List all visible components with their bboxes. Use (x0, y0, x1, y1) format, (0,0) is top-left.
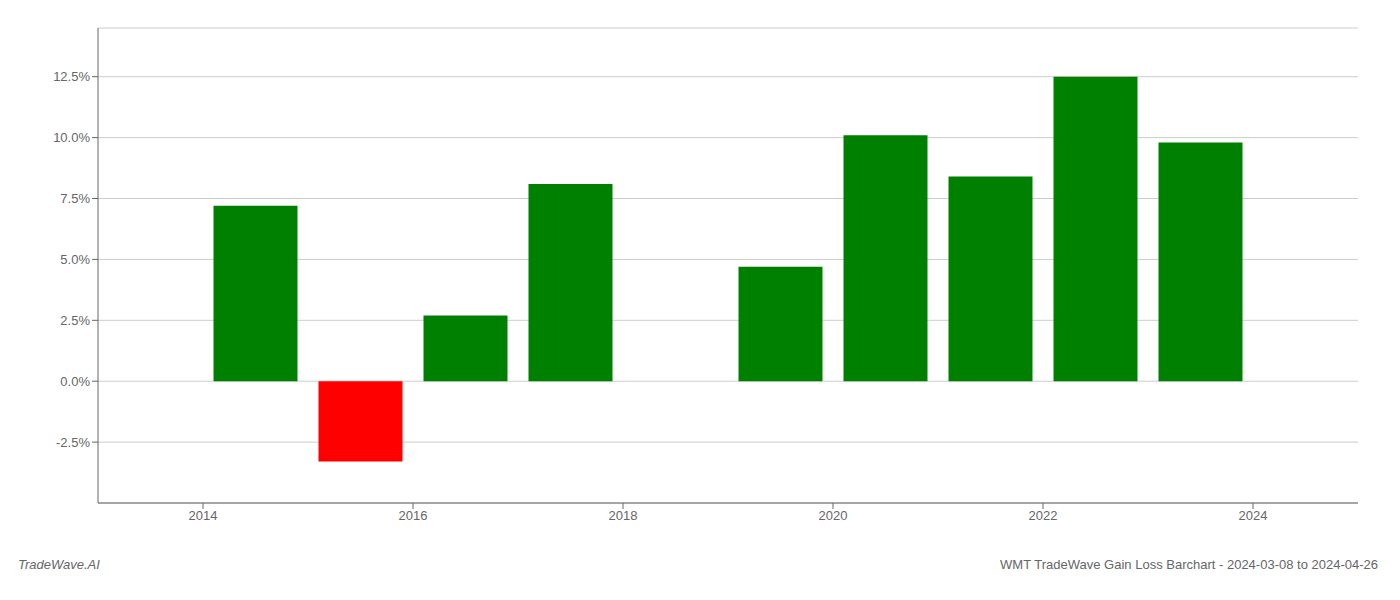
svg-text:2.5%: 2.5% (60, 313, 90, 328)
html-text:WMT TradeWave Gain Loss Barcha: WMT TradeWave Gain Loss Barchart - 2024-… (1000, 557, 1378, 572)
svg-text:5.0%: 5.0% (60, 252, 90, 267)
svg-text:-2.5%: -2.5% (56, 435, 90, 450)
svg-text:2024: 2024 (1239, 508, 1268, 523)
svg-text:2014: 2014 (189, 508, 218, 523)
svg-text:7.5%: 7.5% (60, 191, 90, 206)
svg-text:12.5%: 12.5% (53, 69, 90, 84)
svg-text:2020: 2020 (819, 508, 848, 523)
svg-text:2016: 2016 (399, 508, 428, 523)
html-text:TradeWave.AI: TradeWave.AI (18, 557, 100, 572)
svg-text:10.0%: 10.0% (53, 130, 90, 145)
svg-text:2018: 2018 (609, 508, 638, 523)
svg-text:2022: 2022 (1029, 508, 1058, 523)
svg-text:0.0%: 0.0% (60, 374, 90, 389)
